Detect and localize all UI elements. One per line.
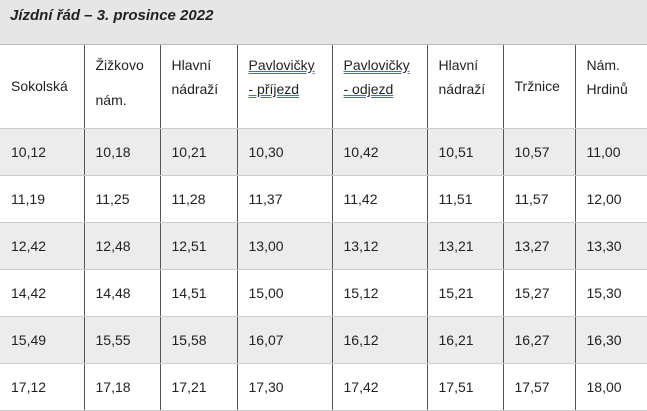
cell: 17,30: [236, 363, 332, 411]
cell: 17,51: [426, 363, 503, 411]
header-cell: Pavlovičky - odjezd: [331, 45, 427, 129]
header-cell: Tržnice: [502, 45, 575, 129]
cell: 17,12: [0, 363, 84, 411]
cell: 13,30: [574, 222, 647, 270]
cell: 15,12: [331, 269, 427, 317]
cell: 11,51: [426, 175, 503, 223]
cell: 10,18: [83, 128, 160, 176]
row: 17,12 17,18 17,21 17,30 17,42 17,51 17,57 18,00: [0, 363, 647, 411]
cell: 14,42: [0, 269, 84, 317]
cell: 10,12: [0, 128, 84, 176]
header-line: nádraží: [171, 81, 219, 97]
cell: 17,18: [83, 363, 160, 411]
cell: 16,27: [502, 316, 575, 364]
cell: 15,21: [426, 269, 503, 317]
cell: 18,00: [574, 363, 647, 411]
row: 12,42 12,48 12,51 13,00 13,12 13,21 13,27 13,30: [0, 222, 647, 270]
cell: 11,28: [159, 175, 237, 223]
cell: 16,21: [426, 316, 503, 364]
cell: 13,27: [502, 222, 575, 270]
header-line: Sokolská: [11, 78, 68, 95]
cell: 16,07: [236, 316, 332, 364]
cell: 11,37: [236, 175, 332, 223]
cell: 15,30: [574, 269, 647, 317]
cell: 15,00: [236, 269, 332, 317]
cell: 14,48: [83, 269, 160, 317]
header-line: Nám.: [586, 57, 620, 73]
row: 15,49 15,55 15,58 16,07 16,12 16,21 16,27 16,30: [0, 316, 647, 364]
cell: 17,57: [502, 363, 575, 411]
header-line: nám.: [95, 92, 127, 108]
header-row: Sokolská Žižkovo nám. Hlavní nádraží Pavlovič…: [0, 45, 647, 129]
cell: 10,21: [159, 128, 237, 176]
cell: 10,30: [236, 128, 332, 176]
header-line: Pavlovičky: [248, 57, 315, 73]
cell: 10,42: [331, 128, 427, 176]
header-line: Hlavní: [438, 57, 479, 73]
header-line: nádraží: [438, 81, 486, 97]
cell: 11,42: [331, 175, 427, 223]
cell: 15,58: [159, 316, 237, 364]
cell: 11,19: [0, 175, 84, 223]
header-line: Tržnice: [514, 78, 560, 95]
cell: 15,55: [83, 316, 160, 364]
header-line: Hrdinů: [586, 81, 628, 97]
header-cell: Sokolská: [0, 45, 84, 129]
header-cell: Nám. Hrdinů: [574, 45, 647, 129]
cell: 13,12: [331, 222, 427, 270]
cell: 11,25: [83, 175, 160, 223]
cell: 16,12: [331, 316, 427, 364]
header-line: - odjezd: [343, 81, 394, 97]
row: 11,19 11,25 11,28 11,37 11,42 11,51 11,57 12,00: [0, 175, 647, 223]
header-cell: Hlavní nádraží: [426, 45, 503, 129]
cell: 17,21: [159, 363, 237, 411]
cell: 10,57: [502, 128, 575, 176]
cell: 17,42: [331, 363, 427, 411]
cell: 14,51: [159, 269, 237, 317]
timetable: Sokolská Žižkovo nám. Hlavní nádraží Pavlovič…: [0, 45, 647, 411]
header-line: Pavlovičky: [343, 57, 410, 73]
cell: 11,57: [502, 175, 575, 223]
header-line: - příjezd: [248, 81, 300, 97]
title: Jízdní řád – 3. prosince 2022: [0, 0, 647, 45]
cell: 12,00: [574, 175, 647, 223]
row: 10,12 10,18 10,21 10,30 10,42 10,51 10,57 11,00: [0, 128, 647, 176]
header-line: Žižkovo: [95, 57, 144, 73]
cell: 12,48: [83, 222, 160, 270]
cell: 16,30: [574, 316, 647, 364]
cell: 10,51: [426, 128, 503, 176]
header-line: Hlavní: [171, 57, 212, 73]
header-cell: Žižkovo nám.: [83, 45, 160, 129]
cell: 13,00: [236, 222, 332, 270]
spacer: [96, 77, 160, 88]
cell: 11,00: [574, 128, 647, 176]
cell: 15,49: [0, 316, 84, 364]
row: 14,42 14,48 14,51 15,00 15,12 15,21 15,27 15,30: [0, 269, 647, 317]
header-cell: Pavlovičky - příjezd: [236, 45, 332, 129]
cell: 12,42: [0, 222, 84, 270]
cell: 12,51: [159, 222, 237, 270]
cell: 15,27: [502, 269, 575, 317]
header-cell: Hlavní nádraží: [159, 45, 237, 129]
cell: 13,21: [426, 222, 503, 270]
